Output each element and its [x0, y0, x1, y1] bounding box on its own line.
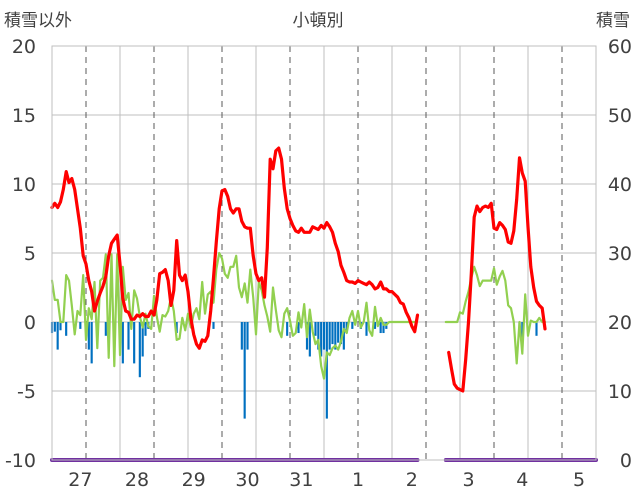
precipitation-bar: [342, 322, 345, 350]
day-label: 28: [125, 469, 149, 491]
precipitation-bar: [246, 322, 249, 350]
left-y-tick-label: 10: [12, 174, 36, 196]
precipitation-bar: [90, 322, 93, 364]
right-y-tick-label: 50: [608, 105, 632, 127]
precipitation-bar: [138, 322, 141, 378]
day-label: 31: [289, 469, 313, 491]
day-label: 4: [516, 469, 528, 491]
precipitation-bar: [334, 322, 337, 350]
temperature-line: [447, 156, 547, 393]
precipitation-bar: [351, 322, 354, 329]
chart-title: 小頓別: [293, 11, 344, 31]
right-y-tick-labels: 60 50 40 30 20 10 0: [608, 36, 632, 472]
precipitation-bar: [308, 322, 311, 357]
precipitation-bar: [240, 322, 243, 350]
precipitation-bar: [328, 322, 331, 350]
day-labels: 27 28 29 30 31 1 2 3 4 5: [68, 469, 585, 491]
precipitation-bar: [322, 322, 326, 350]
left-y-tick-label: 20: [12, 36, 36, 58]
precipitation-bar: [320, 322, 323, 357]
left-y-tick-label: -5: [17, 381, 36, 403]
left-y-tick-label: 5: [24, 243, 36, 265]
left-axis-title: 積雪以外: [4, 11, 72, 31]
right-y-tick-label: 40: [608, 174, 632, 196]
precipitation-bar: [59, 322, 62, 331]
day-label: 30: [235, 469, 259, 491]
precipitation-bar: [121, 322, 124, 364]
right-y-tick-label: 10: [608, 381, 632, 403]
precipitation-bar: [339, 322, 343, 345]
day-label: 5: [573, 469, 585, 491]
precipitation-bar: [286, 322, 289, 336]
day-label: 29: [182, 469, 206, 491]
day-label: 2: [406, 469, 418, 491]
precipitation-bar: [325, 322, 328, 419]
left-y-tick-label: -10: [5, 450, 36, 472]
precipitation-bar: [243, 322, 246, 419]
precipitation-bar: [56, 322, 59, 350]
precipitation-bar: [133, 322, 136, 364]
precipitation-bar: [79, 322, 82, 329]
left-y-tick-labels: 20 15 10 5 0 -5 -10: [5, 36, 36, 472]
wind-line: [444, 265, 547, 365]
right-y-tick-label: 20: [608, 312, 632, 334]
day-label: 1: [352, 469, 364, 491]
precipitation-bar: [175, 322, 178, 334]
precipitation-bar: [144, 322, 147, 336]
right-axis-title: 積雪: [596, 11, 630, 31]
wind-line: [50, 251, 416, 380]
chart-headers: 積雪以外 小頓別 積雪: [4, 11, 630, 31]
precipitation-bar: [331, 322, 334, 345]
precipitation-bar: [297, 322, 300, 334]
precipitation-bar: [382, 322, 385, 334]
precipitation-bar: [314, 322, 317, 336]
precipitation-bar: [65, 322, 68, 336]
precipitation-bar: [141, 322, 144, 357]
grid-lines: [52, 45, 596, 461]
left-y-tick-label: 0: [24, 312, 36, 334]
day-label: 27: [68, 469, 92, 491]
precipitation-bar: [212, 322, 215, 329]
day-label: 3: [462, 469, 474, 491]
precipitation-bar: [104, 322, 107, 336]
plot-border: [51, 45, 597, 461]
precipitation-bar: [337, 322, 340, 343]
temperature-line: [50, 146, 420, 350]
right-y-tick-label: 30: [608, 243, 632, 265]
precipitation-bar: [535, 322, 538, 336]
precipitation-bar: [365, 322, 368, 336]
precipitation-bar: [379, 322, 382, 334]
left-y-tick-label: 15: [12, 105, 36, 127]
right-y-tick-label: 0: [620, 450, 632, 472]
precipitation-bar: [373, 322, 377, 329]
precipitation-bar: [53, 322, 56, 332]
precipitation-bar: [127, 322, 130, 350]
right-y-tick-label: 60: [608, 36, 632, 58]
precipitation-bar: [317, 322, 320, 350]
precipitation-bar: [87, 322, 90, 350]
